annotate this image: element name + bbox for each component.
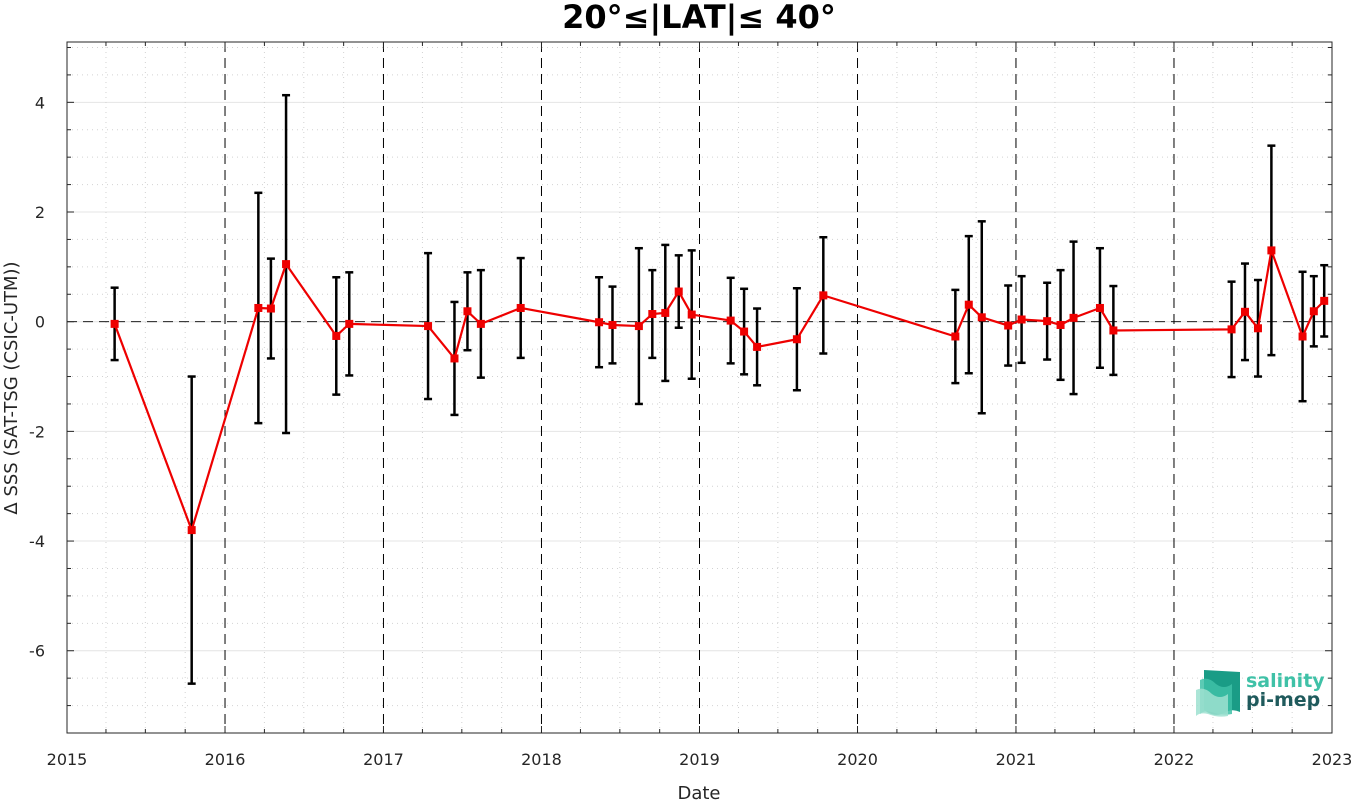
data-point-marker bbox=[753, 342, 762, 351]
salinity-wave-icon bbox=[1196, 670, 1240, 717]
x-tick-label: 2017 bbox=[363, 750, 404, 769]
data-point-marker bbox=[450, 354, 459, 363]
data-point-marker bbox=[463, 307, 472, 316]
data-point-marker bbox=[792, 335, 801, 344]
year-separator-layer bbox=[67, 42, 1332, 733]
x-tick-label: 2015 bbox=[47, 750, 88, 769]
data-point-marker bbox=[187, 526, 196, 535]
x-tick-label: 2021 bbox=[996, 750, 1037, 769]
data-point-marker bbox=[424, 322, 433, 331]
x-tick-label: 2016 bbox=[205, 750, 246, 769]
marker-layer bbox=[110, 246, 1329, 535]
x-tick-label: 2023 bbox=[1312, 750, 1353, 769]
data-point-marker bbox=[1309, 307, 1318, 316]
data-point-marker bbox=[1109, 326, 1118, 335]
logo-line2: pi-mep bbox=[1246, 689, 1320, 711]
data-point-marker bbox=[1056, 320, 1065, 329]
x-tick-label: 2018 bbox=[521, 750, 562, 769]
data-point-marker bbox=[819, 291, 828, 300]
y-tick-label: -6 bbox=[29, 642, 45, 661]
y-tick-label-layer: -6 -4 -2 0 2 4 bbox=[29, 93, 45, 660]
y-axis-label: Δ SSS (SAT-TSG (CSIC-UTM)) bbox=[1, 261, 22, 514]
data-point-marker bbox=[1043, 317, 1052, 326]
y-tick-label: -2 bbox=[29, 422, 45, 441]
data-point-marker bbox=[110, 319, 119, 328]
y-tick-label: -4 bbox=[29, 532, 45, 551]
error-bar-layer bbox=[110, 93, 1329, 685]
data-point-marker bbox=[1227, 325, 1236, 334]
data-point-marker bbox=[1095, 303, 1104, 312]
data-point-marker bbox=[1253, 324, 1262, 333]
x-tick-label: 2020 bbox=[837, 750, 878, 769]
data-point-marker bbox=[1298, 332, 1307, 341]
data-point-marker bbox=[254, 303, 263, 312]
data-point-marker bbox=[1320, 296, 1329, 305]
data-point-marker bbox=[1017, 315, 1026, 324]
data-point-marker bbox=[345, 319, 354, 328]
data-point-marker bbox=[674, 287, 683, 296]
data-point-marker bbox=[661, 308, 670, 317]
data-point-marker bbox=[516, 303, 525, 312]
data-point-marker bbox=[1069, 313, 1078, 322]
x-tick-label: 2022 bbox=[1154, 750, 1195, 769]
x-axis-label: Date bbox=[677, 783, 720, 801]
y-tick-label: 2 bbox=[35, 203, 45, 222]
data-point-marker bbox=[1267, 246, 1276, 255]
data-point-marker bbox=[608, 320, 617, 329]
chart-title: 20°≤|LAT|≤ 40° bbox=[562, 0, 836, 37]
y-tick-label: 4 bbox=[35, 93, 45, 112]
logo-line1: salinity bbox=[1246, 670, 1325, 692]
y-tick-label: 0 bbox=[35, 313, 45, 332]
data-point-marker bbox=[1240, 307, 1249, 316]
data-point-marker bbox=[282, 260, 291, 269]
data-point-marker bbox=[332, 331, 341, 340]
tick-mark-layer bbox=[66, 42, 1333, 734]
data-point-marker bbox=[648, 310, 657, 319]
data-point-marker bbox=[687, 310, 696, 319]
logo: salinity pi-mep bbox=[1196, 670, 1325, 717]
x-tick-label: 2019 bbox=[679, 750, 720, 769]
data-point-marker bbox=[266, 304, 275, 313]
data-point-marker bbox=[634, 322, 643, 331]
grid-layer bbox=[67, 42, 1332, 734]
data-point-marker bbox=[951, 332, 960, 341]
x-tick-label-layer: 2015 2016 2017 2018 2019 2020 2021 2022 2023 bbox=[47, 750, 1353, 769]
data-point-marker bbox=[1004, 321, 1013, 330]
series-line bbox=[113, 249, 1325, 532]
data-point-marker bbox=[964, 300, 973, 309]
data-point-marker bbox=[977, 313, 986, 322]
data-point-marker bbox=[726, 316, 735, 325]
data-point-marker bbox=[595, 318, 604, 327]
data-point-marker bbox=[476, 319, 485, 328]
data-point-marker bbox=[740, 327, 749, 336]
